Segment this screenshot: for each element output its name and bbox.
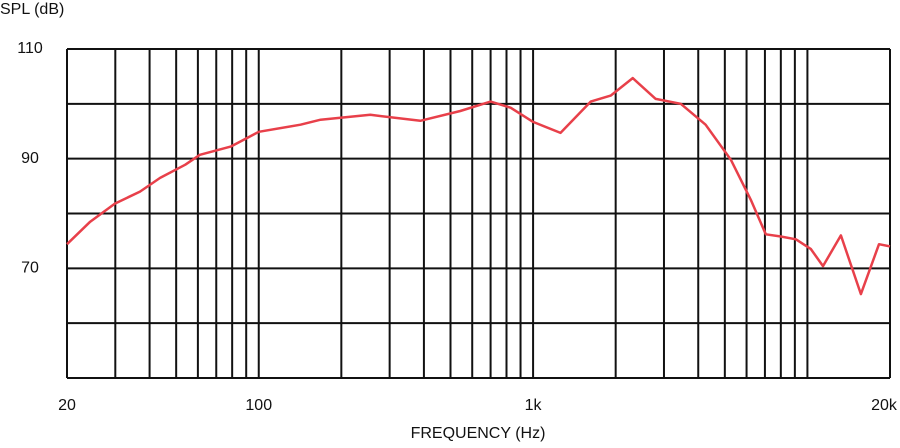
x-tick-label: 20k [871, 397, 898, 414]
y-tick-label: 90 [21, 150, 39, 167]
data-line [66, 76, 891, 296]
y-axis-label: SPL (dB) [0, 1, 64, 18]
x-tick-label: 100 [245, 397, 272, 414]
x-axis-label: FREQUENCY (Hz) [411, 425, 546, 442]
x-tick-label: 1k [525, 397, 543, 414]
y-tick-label: 110 [17, 40, 43, 57]
y-tick-label: 70 [21, 260, 39, 277]
x-tick-label: 20 [58, 397, 76, 414]
